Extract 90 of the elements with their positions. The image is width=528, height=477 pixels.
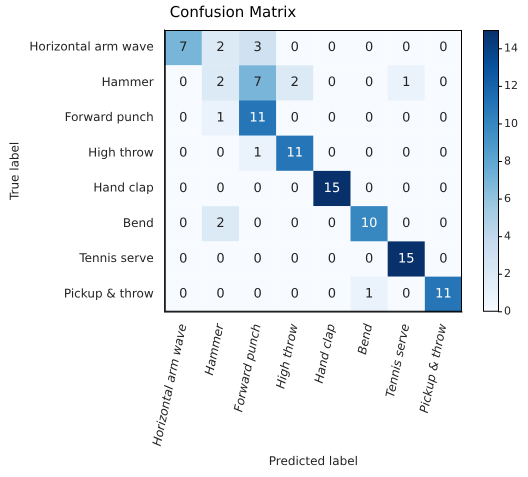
data-label: 15: [398, 251, 415, 266]
data-label: 0: [402, 216, 410, 232]
data-label: 0: [179, 75, 188, 90]
y-tick-label: Hammer: [102, 74, 154, 89]
data-label: 0: [439, 110, 448, 126]
color-bar-label: 6: [504, 192, 511, 205]
data-label: 0: [364, 146, 374, 161]
data-label: 2: [216, 75, 225, 90]
data-label: 0: [216, 251, 225, 266]
data-label: 0: [402, 180, 410, 196]
data-label: 0: [402, 146, 410, 161]
data-label: 2: [216, 40, 225, 55]
data-label: 15: [324, 180, 340, 196]
data-label: 0: [253, 216, 262, 232]
y-tick-label: Horizontal arm wave: [29, 40, 154, 54]
x-tick-label: Pickup & throw: [416, 322, 450, 414]
data-label: 7: [179, 40, 188, 55]
data-label: 0: [439, 251, 448, 266]
y-tick-label: Hand clap: [93, 180, 154, 195]
data-label: 0: [439, 180, 448, 196]
data-label: 0: [364, 251, 374, 266]
data-label: 0: [364, 75, 374, 90]
data-label: 0: [364, 180, 374, 196]
color-bar-label: 4: [504, 230, 511, 243]
x-tick-label: Hammer: [202, 322, 227, 376]
data-label: 0: [328, 286, 336, 302]
data-label: 0: [179, 251, 188, 266]
chart-title: Confusion Matrix: [170, 2, 296, 21]
data-label: 2: [290, 75, 299, 90]
data-label: 0: [328, 216, 336, 232]
x-tick-label: Tennis serve: [383, 322, 412, 399]
data-label: 0: [179, 146, 188, 161]
data-label: 1: [216, 110, 225, 126]
color-bar-label: 10: [504, 116, 518, 130]
data-label: 0: [253, 286, 262, 302]
y-tick-label: High throw: [88, 145, 154, 160]
data-label: 10: [360, 216, 378, 232]
data-label: 0: [290, 40, 299, 55]
data-label: 0: [290, 286, 299, 302]
data-label: 0: [328, 40, 336, 55]
x-tick-label: Bend: [354, 322, 376, 356]
data-label: 0: [328, 146, 336, 161]
data-label: 0: [364, 40, 374, 55]
data-label: 0: [179, 216, 188, 232]
data-label: 0: [253, 251, 262, 266]
data-label: 0: [179, 286, 188, 302]
data-label: 0: [216, 286, 225, 302]
data-label: 0: [179, 110, 188, 126]
data-label: 0: [290, 180, 299, 196]
color-bar-label: 2: [504, 267, 511, 280]
x-axis-title: Predicted label: [268, 454, 358, 468]
color-bar-label: 8: [504, 154, 511, 168]
y-tick-label: Bend: [122, 216, 154, 230]
data-label: 0: [439, 216, 448, 232]
data-label: 0: [290, 216, 299, 232]
data-label: 0: [179, 180, 188, 196]
y-tick-label: Pickup & throw: [64, 286, 154, 300]
data-label: 0: [402, 286, 410, 302]
x-tick-label: Hand clap: [312, 322, 338, 384]
color-bar-label: 12: [504, 79, 518, 92]
data-label: 1: [364, 286, 374, 302]
color-bar-label: 14: [504, 42, 518, 55]
data-label: 0: [328, 251, 336, 266]
data-label: 11: [249, 110, 266, 126]
data-label: 0: [328, 75, 336, 90]
color-bar-label: 0: [504, 304, 511, 318]
data-label: 2: [216, 216, 225, 232]
data-label: 11: [286, 146, 304, 161]
data-label: 0: [402, 40, 410, 55]
data-label: 11: [435, 286, 452, 302]
y-tick-label: Tennis serve: [78, 251, 154, 266]
data-label: 0: [216, 146, 225, 161]
data-label: 0: [439, 146, 448, 161]
data-label: 0: [216, 180, 225, 196]
data-label: 3: [253, 40, 262, 55]
data-label: 0: [402, 110, 410, 126]
data-label: 0: [290, 110, 299, 126]
data-label: 0: [328, 110, 336, 126]
y-tick-label: Forward punch: [64, 110, 154, 124]
y-axis-title: True label: [7, 142, 22, 202]
data-label: 1: [402, 75, 410, 90]
data-label: 0: [364, 110, 374, 126]
data-label: 0: [439, 40, 448, 55]
data-label: 7: [253, 75, 262, 90]
x-tick-label: Forward punch: [231, 322, 264, 414]
data-label: 0: [253, 180, 262, 196]
data-label: 0: [439, 75, 448, 90]
x-tick-label: High throw: [273, 322, 301, 390]
data-label: 0: [290, 251, 299, 266]
data-label: 1: [253, 146, 262, 161]
